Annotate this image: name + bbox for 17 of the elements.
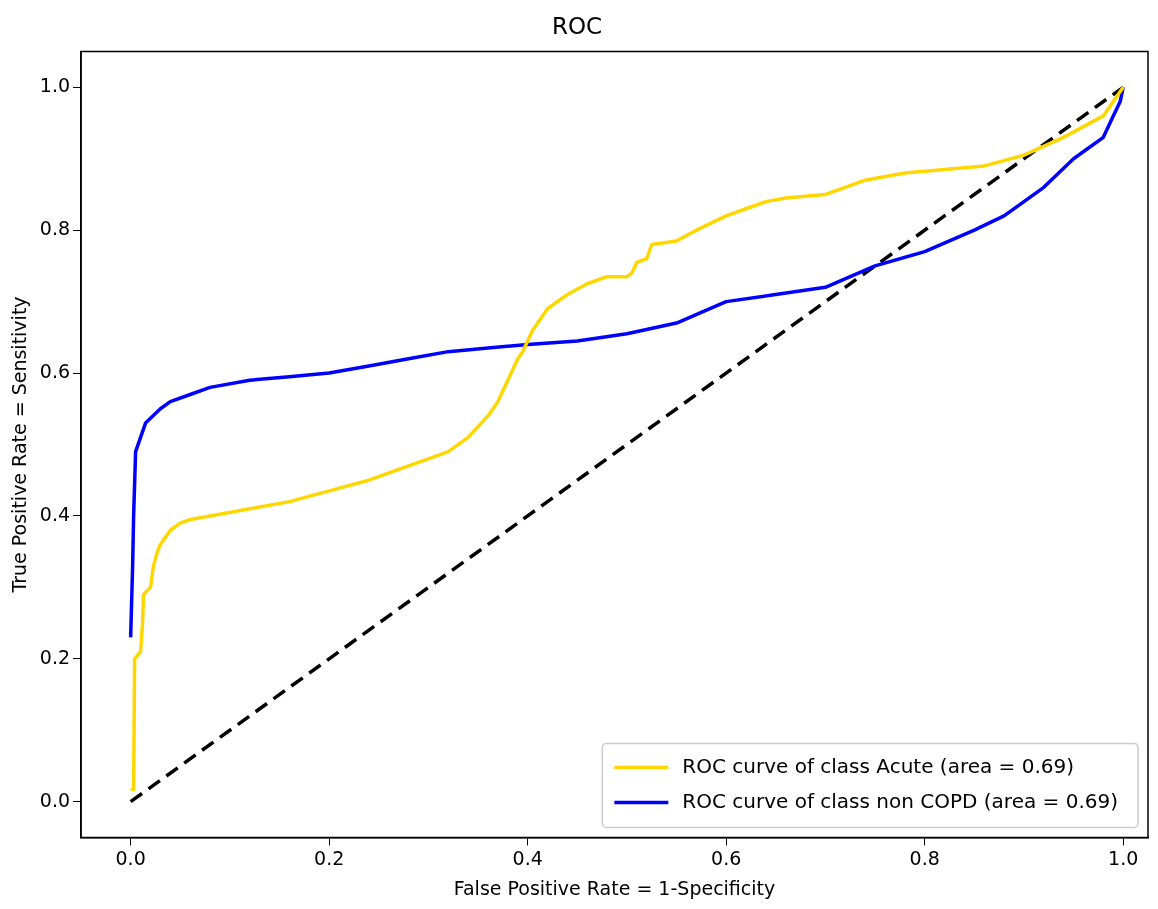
x-tick-label: 1.0	[1108, 846, 1139, 869]
x-tick-label: 0.8	[909, 846, 940, 869]
legend-label: ROC curve of class non COPD (area = 0.69)	[682, 788, 1119, 813]
y-tick-label: 0.2	[39, 645, 71, 668]
legend-label: ROC curve of class Acute (area = 0.69)	[682, 753, 1075, 778]
y-tick-label: 0.0	[39, 788, 71, 811]
y-axis-title: True Positive Rate = Sensitivity	[8, 296, 31, 594]
chart-title: ROC	[551, 12, 603, 39]
y-tick-label: 0.4	[39, 502, 71, 525]
y-tick-label: 1.0	[39, 74, 71, 97]
x-tick-label: 0.6	[711, 846, 742, 869]
x-tick-label: 0.4	[512, 846, 543, 869]
y-tick-label: 0.6	[39, 360, 71, 382]
y-tick-label: 0.8	[39, 217, 71, 240]
x-axis-title: False Positive Rate = 1-Specificity	[453, 876, 776, 899]
x-tick-label: 0.0	[115, 846, 146, 869]
x-tick-label: 0.2	[314, 846, 345, 869]
